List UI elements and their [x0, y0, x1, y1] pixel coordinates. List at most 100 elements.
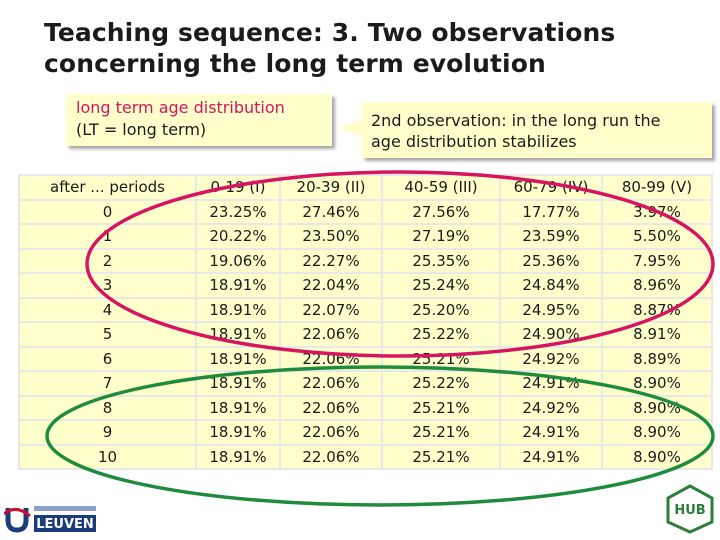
table-row: 5 18.91% 22.06% 25.22% 24.90% 8.91% — [20, 323, 711, 346]
percentage-cell: 23.50% — [281, 225, 381, 248]
percentage-cell: 20.22% — [197, 225, 279, 248]
percentage-cell: 18.91% — [197, 396, 279, 419]
percentage-cell: 18.91% — [197, 323, 279, 346]
period-cell: 3 — [20, 274, 195, 297]
percentage-cell: 18.91% — [197, 347, 279, 370]
table-row: 8 18.91% 22.06% 25.21% 24.92% 8.90% — [20, 396, 711, 419]
percentage-cell: 24.84% — [501, 274, 601, 297]
table-header-row: after ... periods 0-19 (I) 20-39 (II) 40… — [20, 176, 711, 199]
ku-leuven-logo: LEUVEN — [4, 506, 96, 533]
percentage-cell: 8.89% — [603, 347, 711, 370]
percentage-cell: 25.24% — [383, 274, 499, 297]
hub-logo: HUB — [666, 484, 714, 534]
percentage-cell: 22.06% — [281, 445, 381, 468]
period-cell: 7 — [20, 372, 195, 395]
table-body: 0 23.25% 27.46% 27.56% 17.77% 3.97% 1 20.22% 23.… — [20, 200, 711, 468]
period-cell: 4 — [20, 298, 195, 321]
percentage-cell: 22.04% — [281, 274, 381, 297]
percentage-cell: 25.21% — [383, 445, 499, 468]
table-row: 9 18.91% 22.06% 25.21% 24.91% 8.90% — [20, 421, 711, 444]
percentage-cell: 25.22% — [383, 323, 499, 346]
callout-1-line-1: long term age distribution — [76, 98, 285, 117]
percentage-cell: 8.91% — [603, 323, 711, 346]
percentage-cell: 22.06% — [281, 396, 381, 419]
percentage-cell: 24.90% — [501, 323, 601, 346]
percentage-cell: 3.97% — [603, 200, 711, 223]
percentage-cell: 18.91% — [197, 445, 279, 468]
header-age-40-59: 40-59 (III) — [383, 176, 499, 199]
table-row: 1 20.22% 23.50% 27.19% 23.59% 5.50% — [20, 225, 711, 248]
header-age-20-39: 20-39 (II) — [281, 176, 381, 199]
percentage-cell: 18.91% — [197, 274, 279, 297]
table-row: 3 18.91% 22.04% 25.24% 24.84% 8.96% — [20, 274, 711, 297]
percentage-cell: 8.90% — [603, 445, 711, 468]
slide-title: Teaching sequence: 3. Two observations c… — [44, 17, 615, 79]
percentage-cell: 8.90% — [603, 421, 711, 444]
percentage-cell: 22.06% — [281, 323, 381, 346]
period-cell: 9 — [20, 421, 195, 444]
period-cell: 6 — [20, 347, 195, 370]
percentage-cell: 24.91% — [501, 445, 601, 468]
percentage-cell: 5.50% — [603, 225, 711, 248]
percentage-cell: 19.06% — [197, 249, 279, 272]
table-row: 0 23.25% 27.46% 27.56% 17.77% 3.97% — [20, 200, 711, 223]
percentage-cell: 25.21% — [383, 421, 499, 444]
percentage-cell: 25.21% — [383, 396, 499, 419]
callout-long-term-distribution: long term age distribution (LT = long te… — [66, 94, 332, 146]
percentage-cell: 22.27% — [281, 249, 381, 272]
percentage-cell: 18.91% — [197, 298, 279, 321]
percentage-cell: 18.91% — [197, 421, 279, 444]
percentage-cell: 8.90% — [603, 396, 711, 419]
table-row: 6 18.91% 22.06% 25.21% 24.92% 8.89% — [20, 347, 711, 370]
percentage-cell: 23.25% — [197, 200, 279, 223]
period-cell: 8 — [20, 396, 195, 419]
header-age-0-19: 0-19 (I) — [197, 176, 279, 199]
table-row: 10 18.91% 22.06% 25.21% 24.91% 8.90% — [20, 445, 711, 468]
table-row: 7 18.91% 22.06% 25.22% 24.91% 8.90% — [20, 372, 711, 395]
hub-logo-text: HUB — [674, 503, 705, 518]
percentage-cell: 8.90% — [603, 372, 711, 395]
percentage-cell: 17.77% — [501, 200, 601, 223]
percentage-cell: 24.92% — [501, 347, 601, 370]
percentage-cell: 25.35% — [383, 249, 499, 272]
title-line-2: concerning the long term evolution — [44, 49, 546, 78]
period-cell: 10 — [20, 445, 195, 468]
header-age-60-79: 60-79 (IV) — [501, 176, 601, 199]
callout-second-observation: 2nd observation: in the long run the age… — [362, 102, 712, 158]
percentage-cell: 25.20% — [383, 298, 499, 321]
percentage-cell: 8.96% — [603, 274, 711, 297]
callout-1-line-2: (LT = long term) — [76, 120, 207, 139]
period-cell: 2 — [20, 249, 195, 272]
leuven-logo-text: LEUVEN — [36, 517, 94, 532]
percentage-cell: 25.22% — [383, 372, 499, 395]
table-row: 2 19.06% 22.27% 25.35% 25.36% 7.95% — [20, 249, 711, 272]
percentage-cell: 25.21% — [383, 347, 499, 370]
percentage-cell: 22.06% — [281, 347, 381, 370]
percentage-cell: 8.87% — [603, 298, 711, 321]
header-periods: after ... periods — [20, 176, 195, 199]
age-distribution-table: after ... periods 0-19 (I) 20-39 (II) 40… — [18, 174, 713, 470]
callout-2-line-2: age distribution stabilizes — [371, 132, 577, 151]
percentage-cell: 24.92% — [501, 396, 601, 419]
callout-2-line-1: 2nd observation: in the long run the — [371, 111, 661, 130]
percentage-cell: 24.91% — [501, 421, 601, 444]
percentage-cell: 23.59% — [501, 225, 601, 248]
percentage-cell: 27.19% — [383, 225, 499, 248]
percentage-cell: 18.91% — [197, 372, 279, 395]
header-age-80-99: 80-99 (V) — [603, 176, 711, 199]
percentage-cell: 22.06% — [281, 372, 381, 395]
title-line-1: Teaching sequence: 3. Two observations — [44, 18, 616, 47]
table-row: 4 18.91% 22.07% 25.20% 24.95% 8.87% — [20, 298, 711, 321]
percentage-cell: 25.36% — [501, 249, 601, 272]
percentage-cell: 27.46% — [281, 200, 381, 223]
percentage-cell: 24.91% — [501, 372, 601, 395]
period-cell: 1 — [20, 225, 195, 248]
percentage-cell: 7.95% — [603, 249, 711, 272]
percentage-cell: 24.95% — [501, 298, 601, 321]
period-cell: 5 — [20, 323, 195, 346]
percentage-cell: 22.06% — [281, 421, 381, 444]
percentage-cell: 22.07% — [281, 298, 381, 321]
callout-2-pointer — [338, 120, 362, 136]
percentage-cell: 27.56% — [383, 200, 499, 223]
period-cell: 0 — [20, 200, 195, 223]
